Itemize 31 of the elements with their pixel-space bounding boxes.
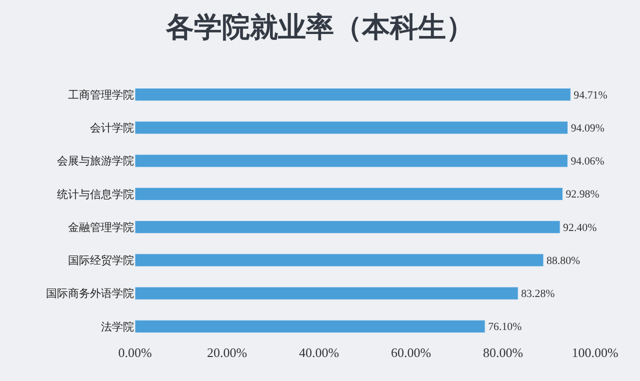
bar [135,320,486,333]
bar [135,286,518,300]
data-label: 94.71% [574,89,608,102]
y-tick-label: 统计与信息学院 [57,188,134,201]
bar [135,88,571,102]
y-tick-label: 国际经贸学院 [68,254,134,268]
data-label: 88.80% [546,254,580,267]
data-label: 94.09% [570,122,604,134]
x-tick-label: 0.00% [118,345,152,360]
data-label: 94.06% [570,156,604,168]
bar [135,154,568,168]
data-label: 92.40% [563,222,597,234]
y-tick-label: 金融管理学院 [68,220,134,234]
y-tick-label: 国际商务外语学院 [46,287,134,300]
y-tick-label: 法学院 [101,320,134,334]
bar [135,220,560,234]
y-tick-label: 会展与旅游学院 [57,154,134,168]
x-tick-label: 40.00% [298,345,340,360]
x-tick-label: 80.00% [482,345,524,360]
y-tick-label: 会计学院 [90,122,134,135]
x-tick-label: 20.00% [206,345,248,360]
data-label: 76.10% [488,321,522,334]
chart-title: 各学院就业率（本科生） [165,10,474,44]
x-tick-label: 60.00% [390,345,432,360]
x-tick-label: 100.00% [572,345,618,360]
data-label: 83.28% [521,288,555,300]
data-label: 92.98% [566,188,600,201]
bar [135,187,563,200]
bar [135,254,544,267]
y-tick-label: 工商管理学院 [68,88,134,102]
bar [135,121,568,134]
